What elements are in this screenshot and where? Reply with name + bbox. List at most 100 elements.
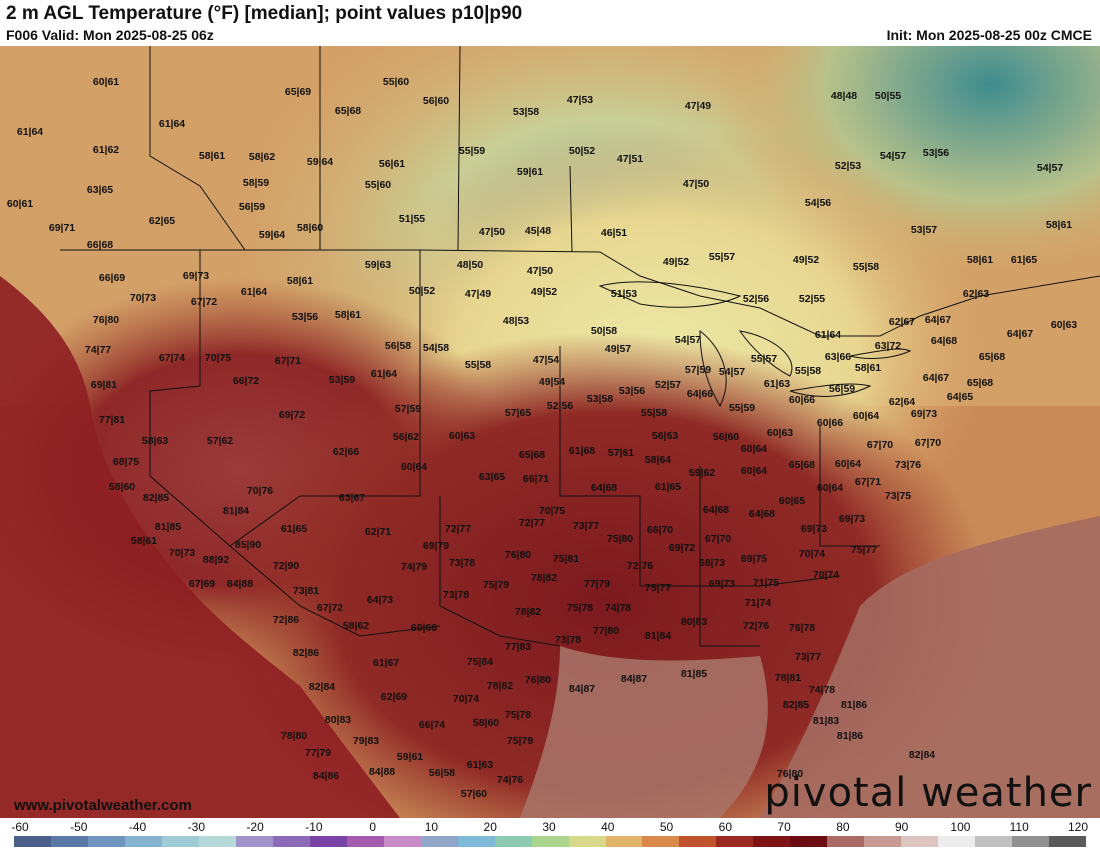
point-value: 53|56: [618, 384, 646, 397]
point-value: 56|58: [428, 766, 456, 779]
legend-color-segment: [901, 836, 939, 847]
point-value: 75|78: [504, 708, 532, 721]
legend-color-segment: [124, 836, 162, 847]
point-value: 72|76: [742, 619, 770, 632]
point-value: 70|75: [204, 351, 232, 364]
point-value: 58|62: [248, 150, 276, 163]
point-value: 74|77: [84, 343, 112, 356]
point-value: 82|86: [292, 646, 320, 659]
point-value: 59|62: [688, 466, 716, 479]
point-value: 63|65: [86, 183, 114, 196]
point-value: 67|70: [866, 438, 894, 451]
legend-tick-label: -40: [128, 820, 147, 834]
legend-tick-label: 10: [424, 820, 439, 834]
point-value: 45|48: [524, 224, 552, 237]
point-value: 77|79: [304, 746, 332, 759]
point-value: 64|68: [930, 334, 958, 347]
point-value: 61|68: [568, 444, 596, 457]
point-value: 63|72: [874, 339, 902, 352]
point-value: 71|75: [752, 576, 780, 589]
init-time: Init: Mon 2025-08-25 00z CMCE: [886, 27, 1092, 43]
legend-tick-label: 70: [777, 820, 791, 834]
point-value: 64|73: [366, 593, 394, 606]
point-value: 79|83: [352, 734, 380, 747]
brand-logo: pivotal weather: [764, 770, 1092, 816]
point-value: 53|58: [512, 105, 540, 118]
point-value: 65|68: [978, 350, 1006, 363]
temperature-map[interactable]: 60|61 61|64 61|62 63|65 60|61 69|71 66|68 66|69…: [0, 46, 1100, 818]
point-value: 62|71: [364, 525, 392, 538]
legend-color-segment: [531, 836, 569, 847]
point-value: 72|86: [272, 613, 300, 626]
point-value: 64|68: [748, 507, 776, 520]
point-value: 67|72: [190, 295, 218, 308]
legend-tick-label: 80: [836, 820, 850, 834]
point-value: 69|72: [278, 408, 306, 421]
point-value: 60|64: [740, 442, 768, 455]
point-value: 70|74: [452, 692, 480, 705]
point-value: 69|71: [48, 221, 76, 234]
point-value: 62|66: [332, 445, 360, 458]
point-value: 69|81: [90, 378, 118, 391]
point-value: 69|73: [800, 522, 828, 535]
point-value: 61|65: [654, 480, 682, 493]
point-value: 47|49: [464, 287, 492, 300]
point-value: 67|70: [914, 436, 942, 449]
legend-color-segment: [753, 836, 791, 847]
point-value: 54|56: [804, 196, 832, 209]
point-value: 59|61: [516, 165, 544, 178]
point-value: 78|82: [514, 605, 542, 618]
point-value: 66|71: [522, 472, 550, 485]
point-value: 73|81: [292, 584, 320, 597]
legend-color-segment: [272, 836, 310, 847]
point-value: 74|79: [400, 560, 428, 573]
point-value: 72|76: [626, 559, 654, 572]
legend-color-segment: [494, 836, 532, 847]
point-value: 57|61: [607, 446, 635, 459]
point-value: 64|65: [946, 390, 974, 403]
point-value: 68|73: [698, 556, 726, 569]
legend-color-segment: [383, 836, 421, 847]
legend-tick-label: -50: [70, 820, 88, 834]
point-value: 56|58: [384, 339, 412, 352]
point-value: 60|66: [788, 393, 816, 406]
legend-color-segment: [605, 836, 643, 847]
point-value: 72|77: [518, 516, 546, 529]
legend-tick-label: 60: [718, 820, 733, 834]
legend-tick-label: 20: [483, 820, 497, 834]
point-value: 49|52: [530, 285, 558, 298]
point-value: 61|62: [92, 143, 120, 156]
point-value: 52|57: [654, 378, 682, 391]
point-value: 88|92: [202, 553, 230, 566]
legend-tick-label: 40: [601, 820, 615, 834]
point-value: 60|66: [816, 416, 844, 429]
point-value: 62|63: [962, 287, 990, 300]
point-value: 78|82: [486, 679, 514, 692]
point-value: 60|64: [400, 460, 428, 473]
legend-tick-label: 30: [542, 820, 556, 834]
point-value: 69|73: [708, 577, 736, 590]
point-value: 76|78: [788, 621, 816, 634]
point-value: 49|52: [662, 255, 690, 268]
point-value: 58|64: [644, 453, 672, 466]
legend-tick-label: -60: [11, 820, 29, 834]
point-value: 82|85: [142, 491, 170, 504]
legend-color-segment: [790, 836, 828, 847]
point-value: 58|59: [242, 176, 270, 189]
chart-title: 2 m AGL Temperature (°F) [median]; point…: [6, 3, 523, 24]
point-value: 70|74: [798, 547, 826, 560]
point-value: 76|80: [92, 313, 120, 326]
point-value: 58|60: [108, 480, 136, 493]
point-value: 47|50: [682, 177, 710, 190]
legend-tick-label: -10: [305, 820, 323, 834]
point-value: 73|78: [448, 556, 476, 569]
legend-color-segment: [1012, 836, 1050, 847]
legend-color-segment: [864, 836, 902, 847]
point-value: 76|80: [776, 767, 804, 780]
point-value: 55|58: [464, 358, 492, 371]
point-value: 58|61: [130, 534, 158, 547]
point-value: 69|72: [668, 541, 696, 554]
legend-color-segment: [235, 836, 273, 847]
point-value: 52|56: [742, 292, 770, 305]
legend-color-segment: [420, 836, 458, 847]
